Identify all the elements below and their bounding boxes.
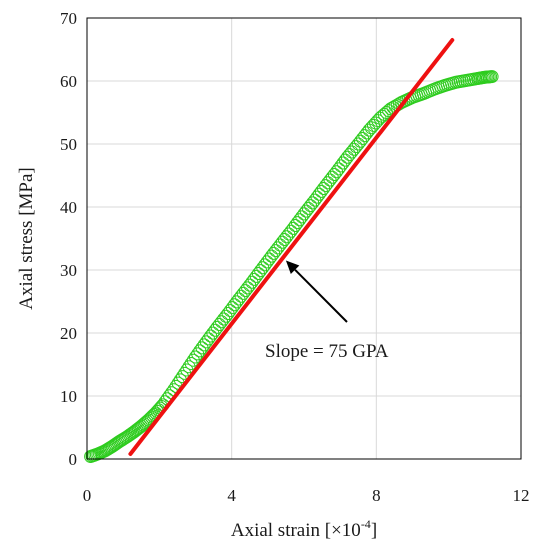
data-point <box>485 70 499 84</box>
y-tick-label: 10 <box>60 387 77 406</box>
y-axis-title: Axial stress [MPa] <box>16 167 37 309</box>
y-tick-label: 50 <box>60 135 77 154</box>
x-axis-title: Axial strain [×10-4] <box>231 517 377 541</box>
grid-lines <box>86 17 522 460</box>
data-point <box>347 142 361 156</box>
data-point <box>349 140 363 154</box>
y-tick-label: 40 <box>60 198 77 217</box>
plot-frame <box>86 17 522 460</box>
data-point <box>364 121 378 135</box>
data-point <box>184 356 198 370</box>
x-tick-label: 12 <box>513 486 530 505</box>
y-tick-label: 70 <box>60 9 77 28</box>
data-point <box>366 118 380 132</box>
slope-annotation: Slope = 75 GPA <box>265 260 389 362</box>
data-point <box>180 363 194 377</box>
x-tick-label: 4 <box>227 486 236 505</box>
x-axis-title-tail: ] <box>371 520 377 541</box>
y-tick-label: 0 <box>69 450 78 469</box>
y-tick-labels: 0 10 20 30 40 50 60 70 <box>60 9 77 469</box>
x-tick-label: 8 <box>372 486 381 505</box>
data-point <box>369 116 383 130</box>
data-point <box>362 123 376 137</box>
annotation-arrowhead <box>285 260 300 274</box>
x-tick-label: 0 <box>83 486 92 505</box>
measured-data-points <box>84 70 499 463</box>
data-point <box>182 360 196 374</box>
y-tick-label: 20 <box>60 324 77 343</box>
data-point <box>345 145 359 159</box>
annotation-arrow <box>294 269 348 323</box>
data-point <box>360 126 374 140</box>
data-point <box>379 106 393 119</box>
fit-line <box>128 38 455 456</box>
y-tick-label: 30 <box>60 261 77 280</box>
x-tick-labels: 0 4 8 12 <box>83 486 530 505</box>
y-tick-label: 60 <box>60 72 77 91</box>
x-axis-title-main: Axial strain [×10 <box>231 520 361 541</box>
linear-fit-line <box>128 38 455 456</box>
data-point <box>186 353 200 367</box>
annotation-text: Slope = 75 GPA <box>265 341 389 362</box>
x-axis-title-sup: -4 <box>361 517 371 531</box>
